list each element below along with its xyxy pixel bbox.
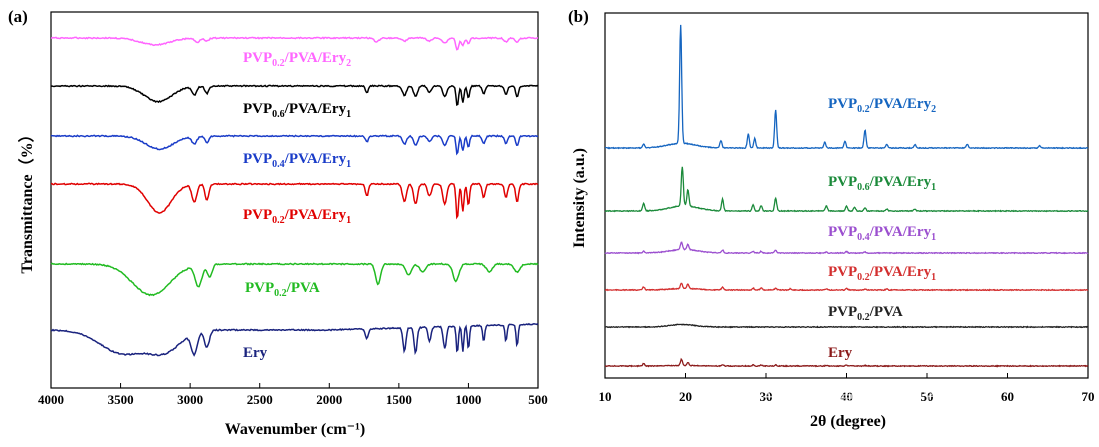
series-label: PVP0.2/PVA: [245, 280, 320, 299]
panel-a-series: [50, 36, 539, 357]
panel-b-tick-label: 60: [1001, 389, 1014, 404]
panel-a-tick-label: 2000: [316, 392, 342, 407]
panel-b-series-line: [604, 166, 1089, 213]
panel-a-x-ticks: 4000 3500 3000 2500 2000 1500 1000 500: [38, 383, 548, 407]
series-label: PVP0.4/PVA/Ery1: [828, 224, 936, 243]
panel-b-frame: [604, 12, 1089, 379]
panel-b-tick-label: 10: [599, 389, 612, 404]
panel-a-ftir: (a) 4000 3500 3000 2500 2000 1500 1000 500 PVP0…: [8, 7, 548, 438]
series-label: PVP0.6/PVA/Ery1: [243, 101, 351, 120]
panel-a-tick-label: 3000: [177, 392, 203, 407]
panel-b-tick-label: 40: [840, 389, 853, 404]
panel-a-tick-label: 3500: [108, 392, 134, 407]
panel-b-ylabel: Intensity (a.u.): [571, 148, 588, 248]
panel-b-series-line: [604, 241, 1089, 255]
panel-a-ylabel: Transmittance（%）: [18, 126, 36, 273]
series-label: PVP0.2/PVA/Ery2: [828, 96, 936, 115]
panel-a-tick-label: 1000: [455, 392, 481, 407]
panel-b-tick-label: 30: [760, 389, 773, 404]
panel-a-series-line: [50, 182, 539, 220]
panel-a-tick-label: 4000: [38, 392, 64, 407]
panel-b-tick-label: 70: [1082, 389, 1095, 404]
panel-b-series-line: [604, 357, 1089, 368]
series-label: PVP0.4/PVA/Ery1: [243, 151, 351, 170]
panel-a-series-line: [50, 84, 539, 107]
panel-b-series-line: [605, 282, 1089, 292]
panel-a-tick-label: 2500: [247, 392, 273, 407]
panel-b-x-ticks: 10 20 30 40 50 60 70: [599, 373, 1095, 404]
panel-b-series-line: [605, 24, 1089, 150]
panel-b-label: (b): [568, 7, 589, 26]
panel-a-series-line: [50, 134, 539, 156]
series-label: PVP0.2/PVA/Ery2: [243, 50, 351, 69]
panel-a-series-labels: PVP0.2/PVA/Ery2 PVP0.6/PVA/Ery1 PVP0.4/PVA…: [243, 50, 351, 361]
panel-b-series: [604, 24, 1089, 368]
panel-a-frame: [50, 11, 539, 389]
panel-b-series-labels: PVP0.2/PVA/Ery2 PVP0.6/PVA/Ery1 PVP0.4/PVA…: [828, 96, 936, 361]
panel-a-series-line: [50, 36, 538, 51]
panel-a-tick-label: 1500: [386, 392, 412, 407]
panel-a-xlabel: Wavenumber (cm⁻¹): [225, 421, 365, 438]
panel-a-series-line: [50, 262, 539, 297]
panel-a-series-line: [51, 322, 539, 357]
watermark: 知乎 @热管理材料资讯: [740, 385, 967, 410]
series-label: PVP0.2/PVA/Ery1: [828, 264, 936, 283]
series-label: PVP0.6/PVA/Ery1: [828, 174, 936, 193]
panel-b-tick-label: 50: [921, 389, 934, 404]
series-label: PVP0.2/PVA: [828, 304, 903, 323]
series-label: Ery: [828, 345, 853, 361]
panel-b-tick-label: 20: [679, 389, 692, 404]
series-label: Ery: [243, 345, 268, 361]
panel-b-xrd: (b) 10 20 30 40 50 60 70 PVP0.2/PVA/Ery2 PVP0.6…: [568, 7, 1095, 430]
panel-a-label: (a): [8, 7, 28, 26]
panel-b-series-line: [604, 323, 1089, 329]
panel-b-xlabel: 2θ (degree): [810, 413, 886, 430]
panel-a-tick-label: 500: [528, 392, 548, 407]
series-label: PVP0.2/PVA/Ery1: [243, 207, 351, 226]
